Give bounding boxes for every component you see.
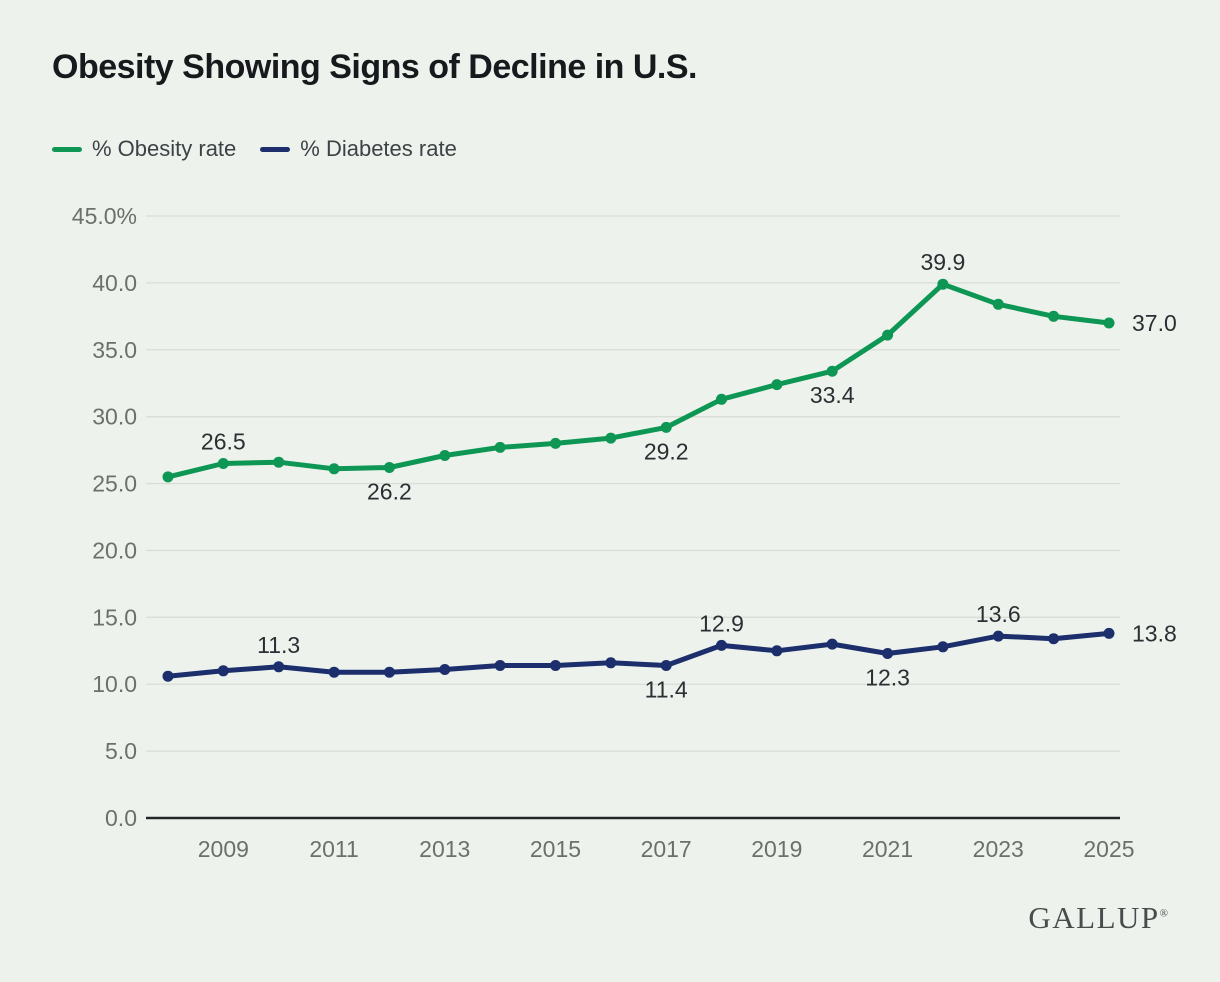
svg-text:12.9: 12.9 xyxy=(699,610,744,636)
legend-label-obesity: % Obesity rate xyxy=(92,136,237,161)
svg-text:11.4: 11.4 xyxy=(645,677,688,703)
svg-text:2019: 2019 xyxy=(751,836,802,862)
svg-text:2021: 2021 xyxy=(862,836,913,862)
svg-text:5.0: 5.0 xyxy=(105,738,137,764)
svg-text:20.0: 20.0 xyxy=(92,537,137,563)
svg-text:26.5: 26.5 xyxy=(201,429,246,455)
registered-mark-icon: ® xyxy=(1159,907,1168,920)
svg-text:2009: 2009 xyxy=(198,836,249,862)
diabetes-line-swatch-icon xyxy=(260,146,291,152)
svg-text:2023: 2023 xyxy=(973,836,1024,862)
gallup-wordmark: GALLUP xyxy=(1028,900,1160,935)
svg-text:40.0: 40.0 xyxy=(92,270,137,296)
svg-text:2011: 2011 xyxy=(309,836,358,862)
svg-text:13.8: 13.8 xyxy=(1132,620,1177,646)
svg-text:12.3: 12.3 xyxy=(865,665,910,691)
svg-text:13.6: 13.6 xyxy=(976,601,1021,627)
legend: % Obesity rate % Diabetes rate xyxy=(52,136,457,162)
chart-title: Obesity Showing Signs of Decline in U.S. xyxy=(52,48,697,86)
svg-text:25.0: 25.0 xyxy=(92,471,137,497)
svg-text:37.0: 37.0 xyxy=(1132,310,1177,336)
svg-text:33.4: 33.4 xyxy=(810,382,855,408)
svg-text:29.2: 29.2 xyxy=(644,438,689,464)
svg-text:11.3: 11.3 xyxy=(257,632,300,658)
gallup-logo: GALLUP® xyxy=(1028,900,1168,936)
svg-text:26.2: 26.2 xyxy=(367,479,412,505)
svg-text:15.0: 15.0 xyxy=(92,604,137,630)
svg-text:0.0: 0.0 xyxy=(105,805,137,831)
svg-text:45.0%: 45.0% xyxy=(72,203,137,229)
svg-text:2015: 2015 xyxy=(530,836,581,862)
obesity-line-swatch-icon xyxy=(52,146,82,152)
legend-item-diabetes: % Diabetes rate xyxy=(260,136,457,162)
svg-text:39.9: 39.9 xyxy=(921,249,966,275)
legend-label-diabetes: % Diabetes rate xyxy=(300,136,457,161)
svg-text:2025: 2025 xyxy=(1083,836,1134,862)
svg-text:10.0: 10.0 xyxy=(92,671,137,697)
svg-text:2013: 2013 xyxy=(419,836,470,862)
svg-text:2017: 2017 xyxy=(641,836,692,862)
svg-text:35.0: 35.0 xyxy=(92,337,137,363)
svg-text:30.0: 30.0 xyxy=(92,404,137,430)
legend-item-obesity: % Obesity rate xyxy=(52,136,236,162)
